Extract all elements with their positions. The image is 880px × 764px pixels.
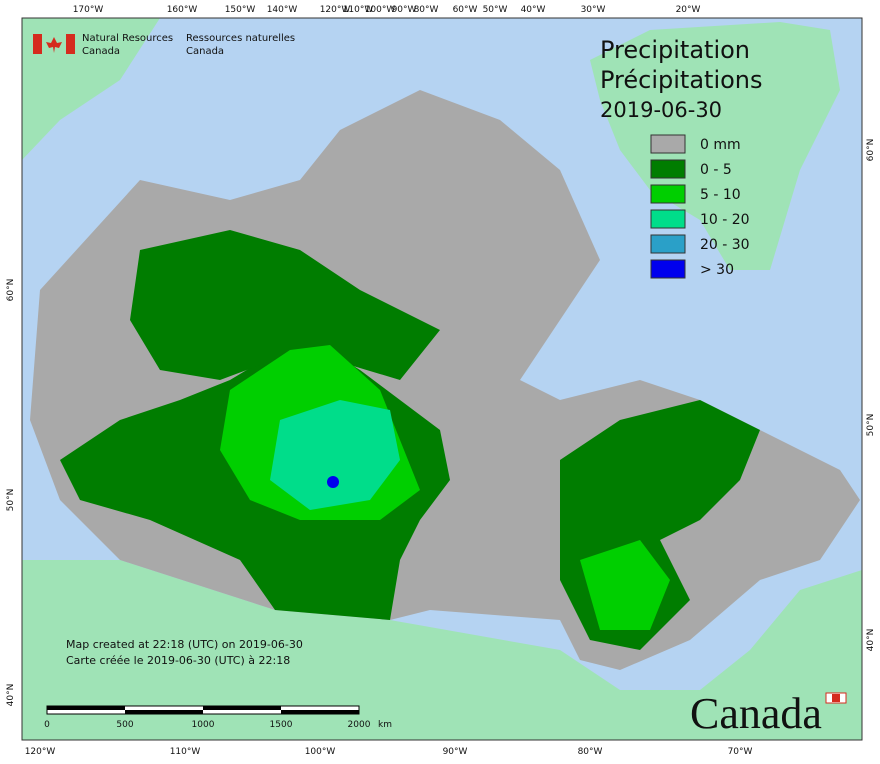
grat-bottom: 70°W <box>728 747 753 757</box>
grat-top: 30°W <box>581 5 606 15</box>
north-green <box>130 230 440 380</box>
header: Natural Resources Canada Ressources natu… <box>33 33 295 57</box>
title-fr: Précipitations <box>600 66 763 94</box>
grat-top: 150°W <box>225 5 256 15</box>
scale-label: 2000 <box>348 720 371 730</box>
max-spot <box>327 476 339 488</box>
wordmark-flag-leaf <box>832 694 840 702</box>
legend-label: 10 - 20 <box>700 212 750 228</box>
flag-bar <box>66 34 75 54</box>
maple-leaf <box>46 37 62 53</box>
legend-label: 5 - 10 <box>700 187 741 203</box>
graticule-labels: 170°W 160°W 150°W 140°W 120°W 110°W 100°… <box>6 5 876 757</box>
scale-seg <box>125 710 203 714</box>
usa <box>22 560 862 740</box>
grat-top: 160°W <box>167 5 198 15</box>
east-band <box>580 540 670 630</box>
title-date: 2019-06-30 <box>600 98 722 122</box>
grat-bottom: 80°W <box>578 747 603 757</box>
scale-label: 1000 <box>192 720 215 730</box>
grat-top: 80°W <box>414 5 439 15</box>
dept-fr: Canada <box>186 46 224 57</box>
map-border <box>21 17 863 741</box>
scale-label: 500 <box>116 720 133 730</box>
grat-top: 110°W <box>343 5 374 15</box>
scale-seg <box>203 706 281 710</box>
credit-en: Map created at 22:18 (UTC) on 2019-06-30 <box>66 638 303 651</box>
grat-bottom: 90°W <box>443 747 468 757</box>
dept-en: Canada <box>82 46 120 57</box>
scale-unit: km <box>378 720 392 730</box>
grat-right: 50°N <box>866 414 876 437</box>
grat-right: 40°N <box>866 629 876 652</box>
greenland <box>590 22 840 270</box>
grat-top: 90°W <box>392 5 417 15</box>
grat-top: 140°W <box>267 5 298 15</box>
grat-top: 100°W <box>365 5 396 15</box>
legend: 0 mm 0 - 5 5 - 10 10 - 20 20 - 30 > 30 <box>650 134 750 279</box>
credit-fr: Carte créée le 2019-06-30 (UTC) à 22:18 <box>66 654 290 667</box>
legend-label: 20 - 30 <box>700 237 750 253</box>
alaska <box>22 18 160 160</box>
dept-en: Natural Resources <box>82 33 173 44</box>
grat-top: 60°W <box>453 5 478 15</box>
grat-top: 170°W <box>73 5 104 15</box>
grat-bottom: 110°W <box>170 747 201 757</box>
grat-top: 20°W <box>676 5 701 15</box>
scale-bar: 0 500 1000 1500 2000 km <box>44 705 392 730</box>
legend-swatch <box>650 159 686 179</box>
grat-top: 50°W <box>483 5 508 15</box>
scale-label: 1500 <box>270 720 293 730</box>
dept-fr: Ressources naturelles <box>186 33 295 44</box>
wordmark: Canada <box>690 689 822 738</box>
legend-swatch <box>650 184 686 204</box>
legend-label: 0 mm <box>700 137 741 153</box>
flag-bar <box>33 34 42 54</box>
legend-swatch <box>650 259 686 279</box>
scale-seg <box>47 706 125 710</box>
grat-top: 40°W <box>521 5 546 15</box>
grat-left: 60°N <box>6 279 16 302</box>
scale-label: 0 <box>44 720 50 730</box>
grat-left: 40°N <box>6 684 16 707</box>
title-en: Precipitation <box>600 36 750 64</box>
grat-right: 60°N <box>866 139 876 162</box>
legend-swatch <box>650 134 686 154</box>
legend-label: > 30 <box>700 262 734 278</box>
map-area <box>22 17 862 740</box>
grat-left: 50°N <box>6 489 16 512</box>
grat-bottom: 100°W <box>305 747 336 757</box>
legend-swatch <box>650 209 686 229</box>
legend-label: 0 - 5 <box>700 162 732 178</box>
band-10-20 <box>270 400 400 510</box>
scale-seg <box>281 710 359 714</box>
legend-swatch <box>650 234 686 254</box>
grat-bottom: 120°W <box>25 747 56 757</box>
grat-top: 120°W <box>320 5 351 15</box>
